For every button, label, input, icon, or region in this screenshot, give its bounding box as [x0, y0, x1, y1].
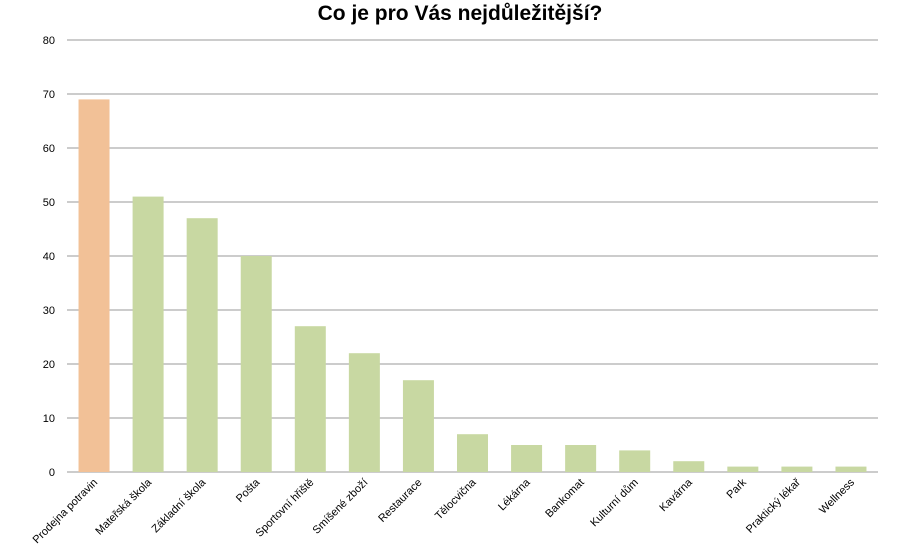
bar-1	[78, 99, 110, 473]
x-tick-label: Smíšené zboží	[311, 477, 371, 537]
bar-9	[511, 445, 543, 472]
x-tick-label: Park	[724, 476, 749, 501]
bar-4	[240, 256, 272, 472]
x-tick-label: Základní škola	[150, 476, 209, 535]
x-tick-label: Pošta	[234, 476, 263, 505]
bar-6	[348, 353, 380, 472]
y-tick-label: 20	[43, 359, 55, 371]
x-tick-label: Restaurace	[376, 477, 424, 525]
bar-8	[457, 434, 488, 472]
x-tick-label: Sportovní hřiště	[253, 477, 316, 540]
y-tick-label: 80	[43, 35, 55, 47]
bar-14	[781, 466, 813, 472]
y-tick-label: 40	[43, 251, 55, 263]
x-tick-label: Bankomat	[543, 477, 587, 521]
bar-12	[673, 461, 705, 472]
bar-11	[619, 450, 651, 472]
y-tick-label: 70	[43, 89, 55, 101]
x-tick-label: Mateřská škola	[93, 476, 154, 537]
bar-15	[835, 466, 867, 472]
x-tick-label: Praktický lékař	[744, 476, 803, 535]
bar-5	[294, 326, 326, 472]
x-tick-label: Prodejna potravin	[31, 477, 100, 546]
chart-title: Co je pro Vás nejdůležitější?	[317, 2, 603, 25]
y-tick-label: 10	[43, 413, 55, 425]
bar-10	[565, 445, 597, 472]
bar-7	[402, 380, 434, 472]
x-tick-label: Wellness	[817, 476, 857, 516]
bar-2	[132, 196, 164, 472]
y-tick-label: 50	[43, 197, 55, 209]
bar-13	[727, 466, 759, 472]
y-tick-label: 30	[43, 305, 55, 317]
y-tick-label: 60	[43, 143, 55, 155]
x-tick-label: Kavárna	[657, 476, 695, 514]
bar-3	[186, 218, 218, 472]
y-tick-label: 0	[49, 467, 55, 479]
x-tick-label: Tělocvična	[433, 476, 479, 522]
x-tick-label: Lékárna	[496, 476, 533, 513]
x-tick-label: Kulturní dům	[588, 477, 641, 530]
